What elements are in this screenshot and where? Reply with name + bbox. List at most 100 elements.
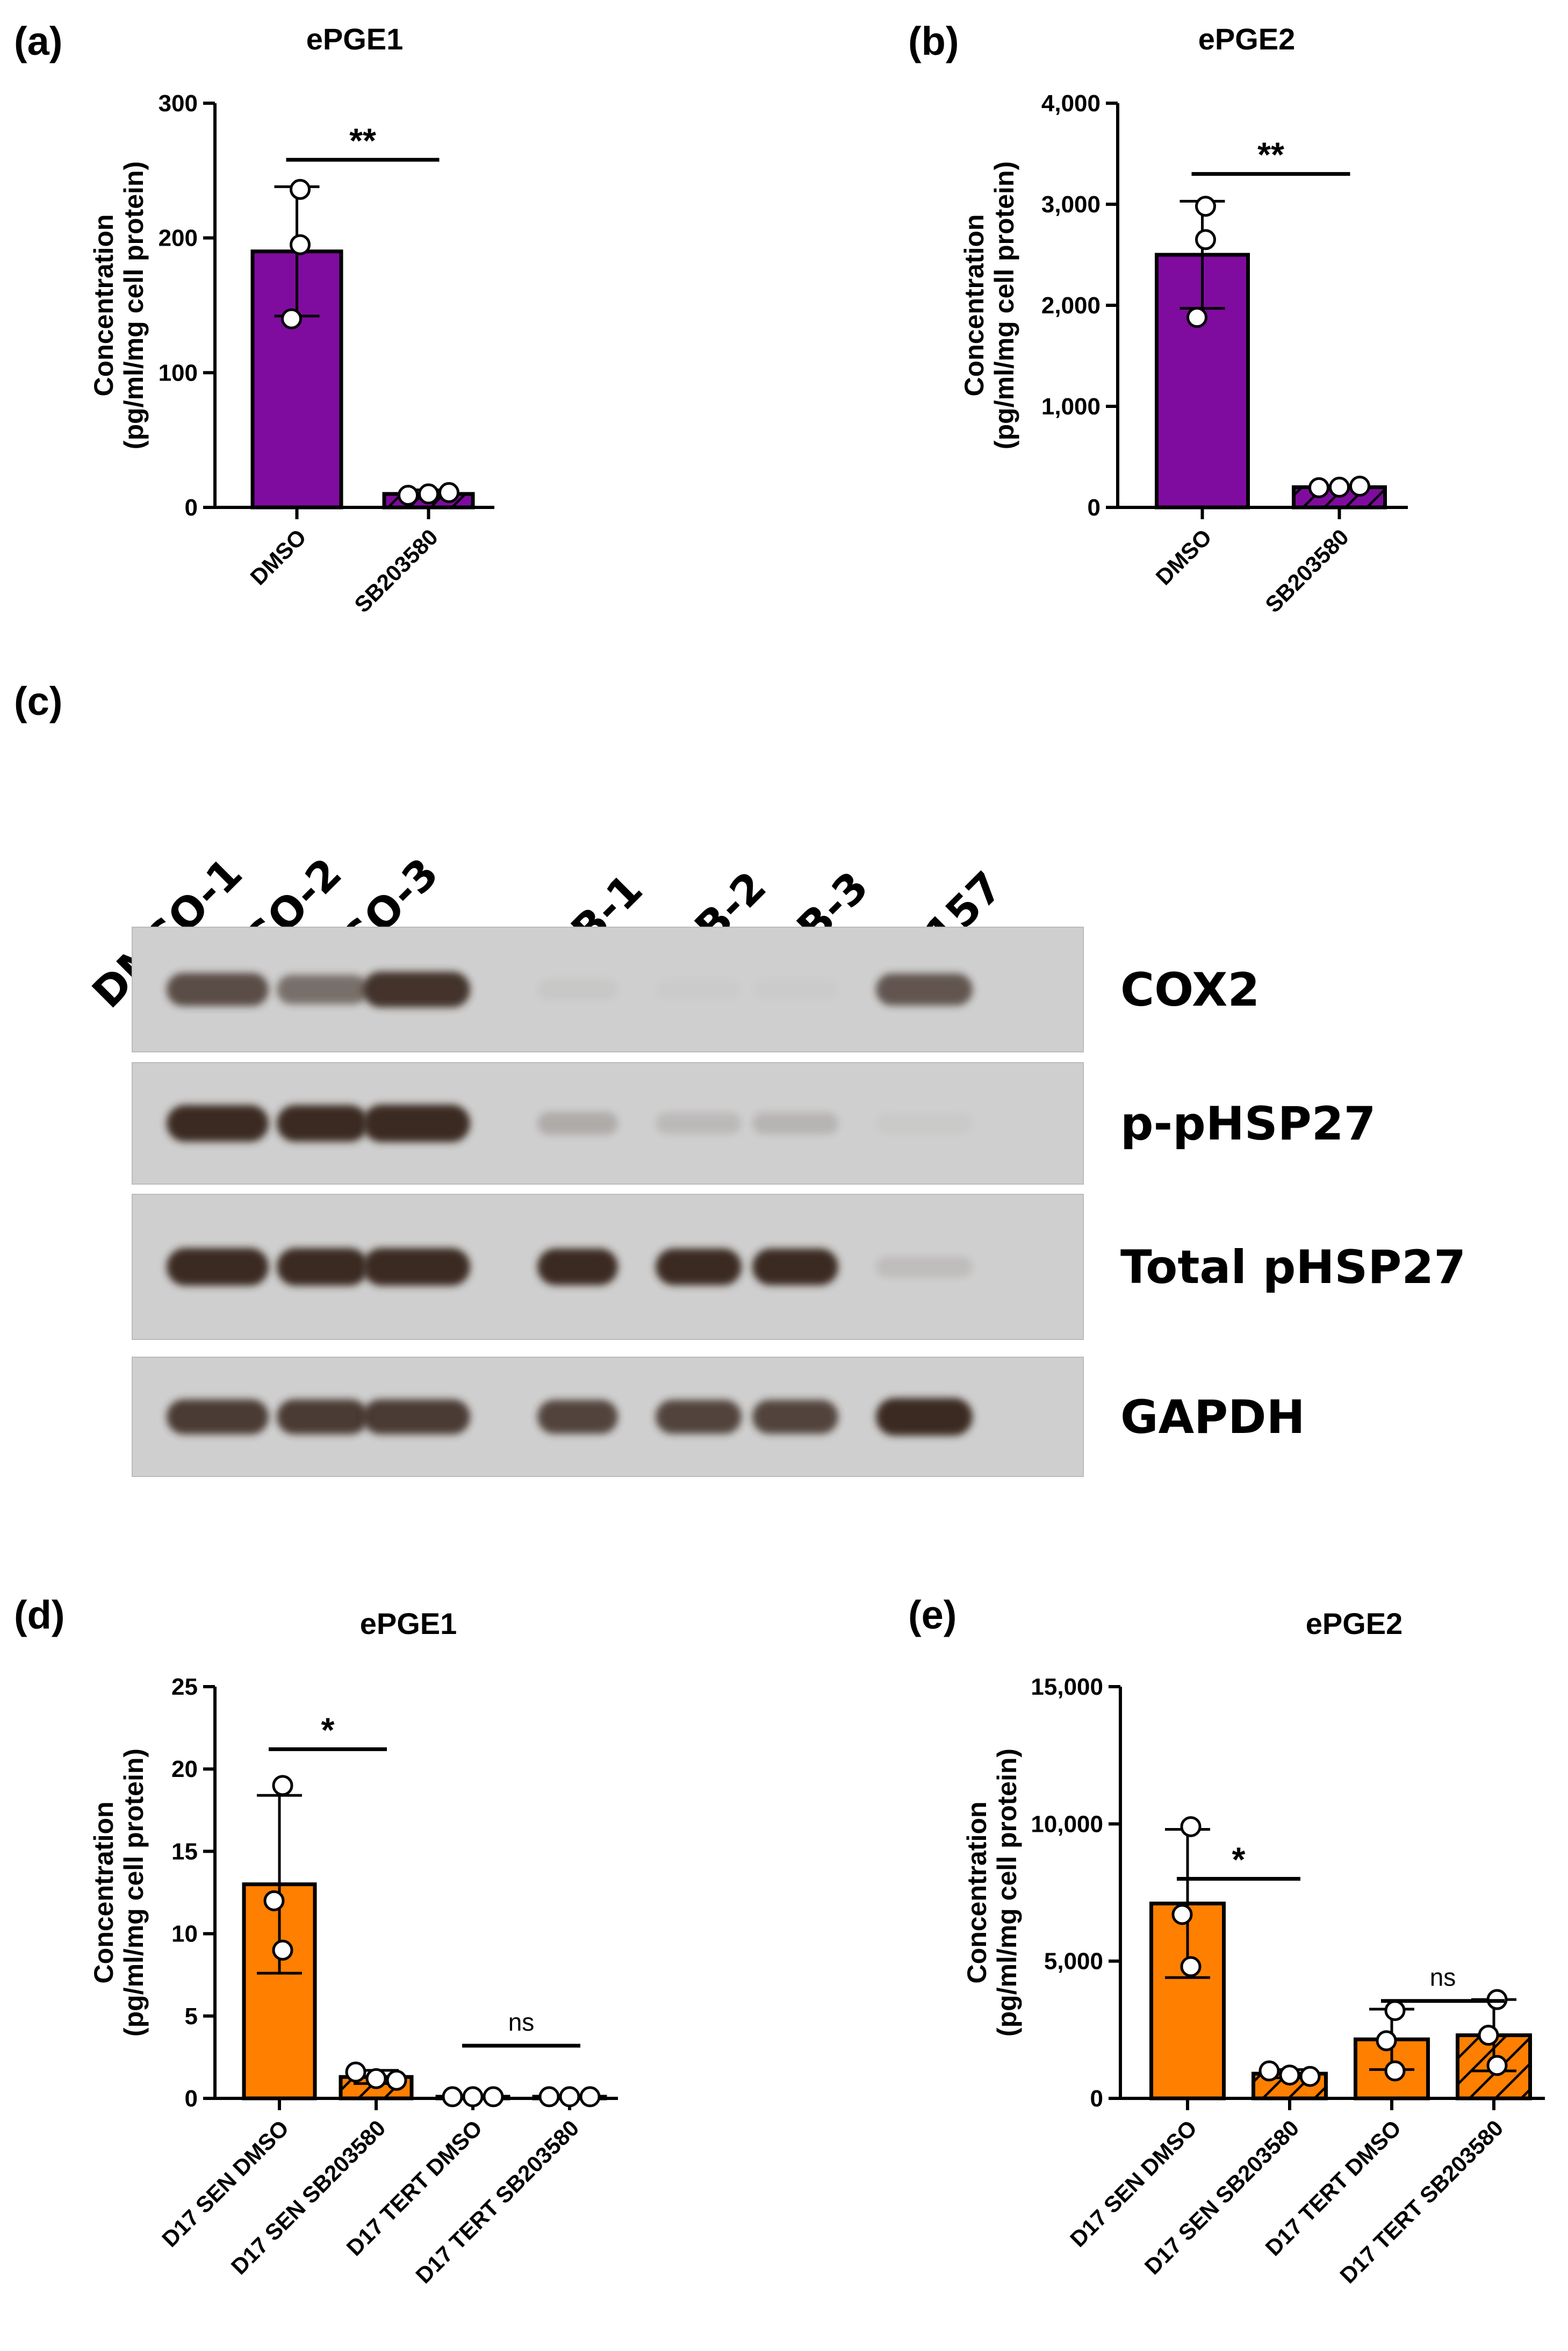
y-axis-label: Concentration	[959, 214, 989, 397]
chart-b: 0 1,000 2,000 3,000 4,000 Concentration (pg/ml…	[959, 90, 1408, 618]
panel-letter-c: (c)	[14, 679, 62, 723]
protein-band	[277, 1105, 368, 1142]
data-point	[442, 2086, 463, 2108]
protein-band	[876, 1398, 973, 1436]
protein-band	[876, 973, 973, 1006]
band-label: p-pHSP27	[1120, 1097, 1376, 1151]
protein-band	[537, 1112, 618, 1135]
y-axis-label: Concentration	[962, 1802, 992, 1984]
protein-band	[167, 1248, 269, 1286]
significance-label: *	[321, 1710, 335, 1749]
x-tick-label: DMSO	[1151, 524, 1217, 590]
protein-band	[363, 1105, 470, 1142]
data-point	[272, 1939, 293, 1961]
significance-label: ns	[1430, 1963, 1456, 1991]
data-point	[462, 2086, 484, 2108]
x-tick-label: D17 TERT SB203580	[411, 2115, 584, 2288]
data-point	[1279, 2065, 1300, 2086]
panel-a: (a) ePGE1 0 100 200 300 Concentration (pg/ml/…	[14, 19, 494, 618]
y-axis-label: (pg/ml/mg cell protein)	[119, 161, 149, 449]
protein-band	[876, 1113, 973, 1133]
panel-letter-b: (b)	[908, 19, 959, 63]
y-tick-label: 200	[159, 225, 198, 252]
y-tick-label: 4,000	[1041, 90, 1101, 117]
y-axis-label: Concentration	[89, 1802, 119, 1984]
data-point	[1308, 477, 1329, 498]
data-point	[272, 1775, 293, 1796]
data-point	[345, 2061, 366, 2083]
data-point	[290, 178, 311, 200]
data-point	[418, 483, 439, 505]
data-point	[1299, 2066, 1321, 2087]
significance-label: ns	[508, 2008, 535, 2036]
data-point	[579, 2086, 601, 2108]
y-tick-label: 25	[171, 1674, 198, 1700]
protein-band	[752, 1112, 838, 1135]
protein-band	[537, 1400, 618, 1434]
y-axis-label: Concentration	[89, 214, 119, 397]
band-label: COX2	[1120, 963, 1260, 1017]
data-point	[281, 308, 302, 329]
data-point	[1329, 476, 1350, 498]
protein-band	[167, 1399, 269, 1435]
protein-band	[167, 1105, 269, 1142]
y-tick-label: 100	[159, 360, 198, 386]
data-point	[1384, 2060, 1406, 2082]
protein-band	[363, 971, 470, 1008]
x-tick-label: DMSO	[246, 524, 311, 590]
protein-band	[277, 1399, 368, 1435]
y-tick-label: 3,000	[1041, 191, 1101, 218]
y-tick-label: 0	[185, 494, 198, 521]
data-point	[398, 484, 419, 506]
band-label: Total pHSP27	[1120, 1241, 1466, 1294]
y-axis-label: (pg/ml/mg cell protein)	[119, 1748, 149, 2037]
protein-band	[363, 1248, 470, 1286]
y-tick-label: 300	[159, 90, 198, 117]
data-point	[1180, 1956, 1202, 1977]
y-tick-label: 2,000	[1041, 292, 1101, 319]
chart-d: 0 5 10 15 20 25 Concentration (pg/ml/mg cell pr…	[89, 1674, 618, 2288]
protein-band	[363, 1399, 470, 1435]
protein-band	[656, 980, 742, 1000]
data-point	[263, 1890, 285, 1911]
y-tick-label: 0	[1088, 494, 1101, 521]
significance-label: *	[1232, 1840, 1246, 1879]
data-point	[438, 482, 459, 503]
significance-label: **	[1257, 135, 1284, 174]
protein-band	[656, 1248, 742, 1286]
data-point	[1384, 2000, 1406, 2022]
protein-band	[656, 1112, 742, 1135]
data-point	[1186, 307, 1207, 328]
protein-band	[656, 1400, 742, 1434]
y-tick-label: 20	[171, 1756, 198, 1782]
data-point	[1195, 196, 1216, 217]
panel-letter-d: (d)	[14, 1593, 65, 1637]
y-tick-label: 0	[185, 2085, 198, 2112]
protein-band	[277, 974, 368, 1005]
western-blot: DMSO-1DMSO-2DMSO-3SB-1SB-2SB-3H157COX2p-…	[83, 849, 1466, 1477]
panel-e: (e) ePGE2 0 5,000 10,000 15,000 Concentratio…	[908, 1593, 1545, 2288]
protein-band	[277, 1248, 368, 1286]
y-tick-label: 10,000	[1031, 1811, 1103, 1837]
y-tick-label: 5	[185, 2003, 198, 2030]
protein-band	[752, 1248, 838, 1286]
significance-label: **	[349, 121, 376, 160]
protein-band	[537, 979, 618, 1000]
panel-letter-e: (e)	[908, 1593, 956, 1637]
panel-c: (c) DMSO-1DMSO-2DMSO-3SB-1SB-2SB-3H157CO…	[14, 679, 1466, 1477]
x-tick-label: SB203580	[349, 524, 443, 618]
chart-a: 0 100 200 300 Concentration (pg/ml/mg cell pr…	[89, 90, 494, 618]
data-point	[1180, 1816, 1202, 1837]
data-point	[483, 2086, 504, 2108]
protein-band	[167, 973, 269, 1006]
chart-e: 0 5,000 10,000 15,000 Concentration (pg/ml/mg…	[962, 1674, 1545, 2288]
protein-band	[537, 1248, 618, 1286]
data-point	[1171, 1904, 1193, 1925]
x-tick-label: D17 TERT SB203580	[1335, 2115, 1508, 2288]
data-point	[365, 2068, 387, 2089]
data-point	[1258, 2060, 1280, 2082]
data-point	[1478, 2025, 1499, 2046]
chart-title-a: ePGE1	[306, 22, 404, 56]
y-tick-label: 0	[1090, 2085, 1103, 2112]
